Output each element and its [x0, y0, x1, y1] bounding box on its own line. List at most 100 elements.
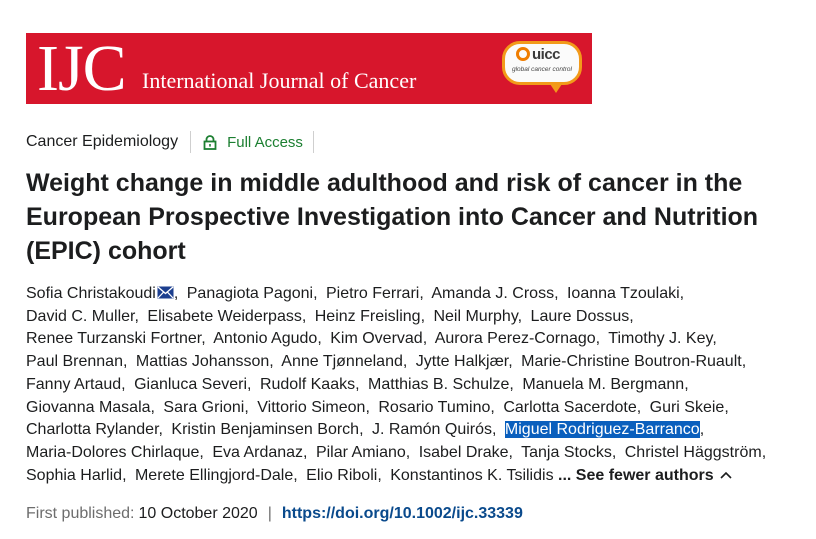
author-link[interactable]: Sophia Harlid — [26, 466, 123, 484]
author-separator: , — [244, 398, 249, 416]
author-separator: , — [158, 421, 163, 439]
author-link[interactable]: Giovanna Masala — [26, 398, 151, 416]
author-separator: , — [724, 398, 729, 416]
author-separator: , — [699, 421, 705, 439]
author-separator: , — [611, 443, 617, 461]
author-link[interactable]: Pietro Ferrari — [325, 285, 420, 302]
see-fewer-authors-label: ... See fewer authors — [558, 466, 714, 484]
author-separator: , — [684, 375, 689, 393]
author-link[interactable]: Sara Grioni — [163, 398, 245, 416]
author-link[interactable]: Kristin Benjaminsen Borch — [171, 421, 360, 439]
author-link[interactable]: Ioanna Tzoulaki — [566, 285, 680, 302]
publication-info: First published: 10 October 2020 | https… — [26, 505, 523, 523]
author-link[interactable]: Jytte Halkjær — [415, 353, 509, 371]
lock-icon — [203, 134, 217, 150]
author-separator: , — [355, 375, 360, 393]
author-link[interactable]: Isabel Drake — [418, 443, 509, 461]
journal-banner[interactable]: IJC International Journal of Cancer uicc… — [26, 33, 592, 104]
author-link[interactable]: Konstantinos K. Tsilidis — [390, 466, 554, 484]
article-title: Weight change in middle adulthood and ri… — [26, 169, 759, 265]
author-link[interactable]: Neil Murphy — [433, 307, 518, 325]
author-separator: , — [712, 330, 717, 348]
author-link[interactable]: Christel Häggström — [624, 443, 762, 461]
author-separator: , — [420, 307, 426, 325]
author-link[interactable]: Panagiota Pagoni — [186, 285, 314, 302]
author-link[interactable]: Mattias Johansson — [135, 353, 270, 371]
access-badge: Full Access — [203, 134, 303, 151]
author-separator: , — [761, 443, 767, 461]
uicc-mark-icon — [516, 47, 530, 61]
author-link[interactable]: Paul Brennan — [26, 353, 123, 371]
author-link[interactable]: Matthias B. Schulze — [368, 375, 510, 393]
uicc-logo: uicc global cancer control — [502, 41, 582, 95]
author-separator: , — [402, 353, 408, 371]
separator: | — [267, 505, 272, 522]
uicc-bubble — [502, 41, 582, 85]
author-link[interactable]: Rosario Tumino — [378, 398, 491, 416]
author-link[interactable]: Merete Ellingjord-Dale — [134, 466, 294, 484]
author-link[interactable]: Carlotta Sacerdote — [503, 398, 637, 416]
doi-link[interactable]: https://doi.org/10.1002/ijc.33339 — [281, 505, 523, 522]
author-link[interactable]: Gianluca Severi — [134, 375, 248, 393]
author-separator: , — [122, 353, 128, 371]
author-link[interactable]: Vittorio Simeon — [257, 398, 366, 416]
uicc-text: uicc — [532, 46, 561, 63]
author-link[interactable]: David C. Muller — [26, 307, 135, 325]
author-link[interactable]: Antonio Agudo — [213, 330, 318, 348]
mail-icon[interactable] — [157, 286, 174, 299]
author-link[interactable]: Sofia Christakoudi — [26, 285, 156, 302]
access-label: Full Access — [227, 133, 303, 151]
see-fewer-authors-button[interactable]: ... See fewer authors — [558, 467, 732, 484]
author-link[interactable]: Heinz Freisling — [314, 307, 421, 325]
author-link[interactable]: Laure Dossus — [530, 307, 630, 325]
author-separator: , — [293, 466, 298, 484]
author-separator: , — [490, 398, 495, 416]
first-published-label: First published: — [26, 505, 135, 522]
author-separator: , — [122, 466, 127, 484]
author-link[interactable]: Charlotta Rylander — [26, 421, 159, 439]
author-separator: , — [313, 285, 318, 302]
author-separator: , — [247, 375, 252, 393]
author-separator: , — [741, 353, 747, 371]
author-separator: , — [517, 307, 523, 325]
author-separator: , — [365, 398, 370, 416]
first-published-date: 10 October 2020 — [138, 505, 258, 522]
author-separator: , — [554, 285, 559, 302]
article-meta-row: Cancer Epidemiology Full Access — [26, 130, 314, 154]
author-link[interactable]: Eva Ardanaz — [212, 443, 304, 461]
author-link[interactable]: Tanja Stocks — [521, 443, 612, 461]
author-separator: , — [359, 421, 364, 439]
author-link[interactable]: Maria-Dolores Chirlaque — [26, 443, 200, 461]
author-link[interactable]: Aurora Perez-Cornago — [434, 330, 596, 348]
author-link[interactable]: Elio Riboli — [306, 466, 378, 484]
author-separator: , — [405, 443, 411, 461]
author-separator: , — [121, 375, 126, 393]
author-link[interactable]: Manuela M. Bergmann — [522, 375, 685, 393]
author-separator: , — [301, 307, 307, 325]
author-separator: , — [303, 443, 308, 461]
author-link[interactable]: Kim Overvad — [330, 330, 423, 348]
author-separator: , — [377, 466, 382, 484]
author-separator: , — [317, 330, 322, 348]
author-link[interactable]: Timothy J. Key — [608, 330, 713, 348]
author-link[interactable]: J. Ramón Quirós — [371, 421, 493, 439]
author-link[interactable]: Marie-Christine Boutron-Ruault — [521, 353, 742, 371]
author-link[interactable]: Guri Skeie — [649, 398, 725, 416]
author-link[interactable]: Elisabete Weiderpass — [147, 307, 302, 325]
author-separator: , — [629, 307, 634, 325]
author-separator: , — [173, 285, 179, 302]
author-link[interactable]: Anne Tjønneland — [281, 353, 403, 371]
author-separator: , — [508, 443, 513, 461]
author-separator: , — [134, 307, 139, 325]
author-link[interactable]: Pilar Amiano — [315, 443, 406, 461]
author-link[interactable]: Fanny Artaud — [26, 375, 122, 393]
author-separator: , — [509, 375, 514, 393]
author-link[interactable]: Renee Turzanski Fortner — [26, 330, 202, 348]
author-link[interactable]: Miguel Rodriguez-Barranco — [504, 421, 700, 439]
journal-name: International Journal of Cancer — [142, 68, 417, 93]
uicc-tagline: global cancer control — [512, 66, 572, 73]
author-link[interactable]: Rudolf Kaaks — [259, 375, 356, 393]
divider — [190, 131, 192, 153]
author-link[interactable]: Amanda J. Cross — [431, 285, 555, 302]
author-separator: , — [508, 353, 513, 371]
